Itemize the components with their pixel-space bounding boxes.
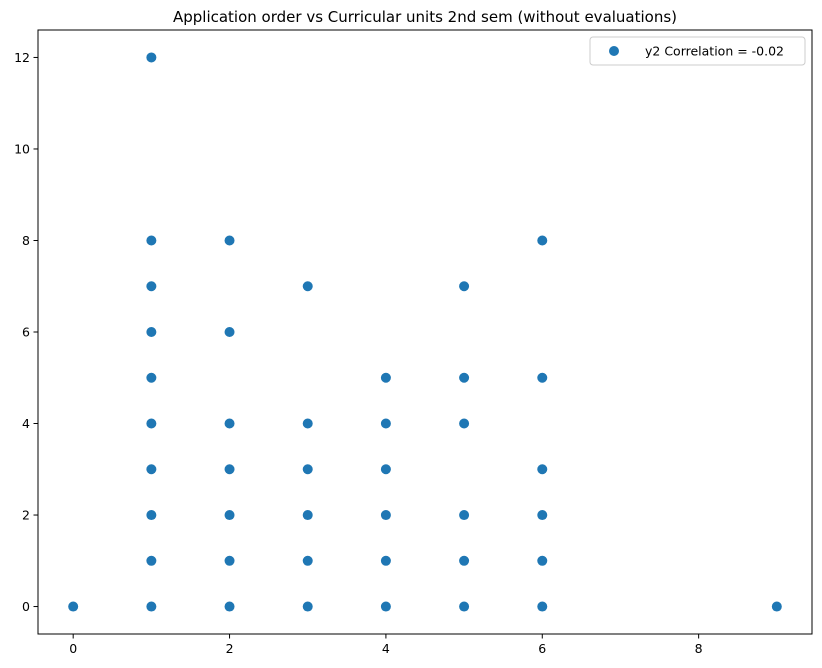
data-point <box>224 327 235 337</box>
data-point <box>146 372 157 383</box>
data-point <box>302 510 313 521</box>
data-point <box>146 327 157 337</box>
data-point <box>537 372 548 383</box>
legend: y2 Correlation = -0.02 <box>589 36 806 66</box>
data-point <box>459 418 470 429</box>
y-tick-label: 4 <box>22 416 30 431</box>
data-points <box>68 52 782 612</box>
data-point <box>146 235 157 246</box>
data-point <box>302 418 313 429</box>
legend-label: y2 Correlation = -0.02 <box>645 44 784 59</box>
data-point <box>146 464 157 475</box>
data-point <box>537 601 548 612</box>
data-point <box>537 235 548 246</box>
y-tick-label: 10 <box>14 141 30 156</box>
y-tick-label: 6 <box>22 325 30 340</box>
x-tick-label: 6 <box>538 641 546 656</box>
data-point <box>771 601 782 612</box>
data-point <box>224 510 235 521</box>
data-point <box>537 555 548 566</box>
data-point <box>459 601 470 612</box>
data-point <box>302 555 313 566</box>
y-tick-label: 0 <box>22 599 30 614</box>
legend-marker <box>609 46 619 56</box>
data-point <box>146 281 157 292</box>
data-point <box>302 281 313 292</box>
x-tick-label: 8 <box>695 641 703 656</box>
data-point <box>224 418 235 429</box>
data-point <box>537 464 548 475</box>
chart-title: Application order vs Curricular units 2n… <box>173 8 677 26</box>
y-tick-label: 12 <box>14 50 30 65</box>
data-point <box>537 510 548 521</box>
data-point <box>459 281 470 292</box>
data-point <box>146 510 157 521</box>
data-point <box>380 464 391 475</box>
data-point <box>224 555 235 566</box>
data-point <box>68 601 79 612</box>
data-point <box>380 601 391 612</box>
legend-box <box>589 36 806 66</box>
data-point <box>459 372 470 383</box>
data-point <box>459 510 470 521</box>
y-tick-label: 8 <box>22 233 30 248</box>
data-point <box>459 555 470 566</box>
data-point <box>146 601 157 612</box>
data-point <box>224 464 235 475</box>
data-point <box>380 418 391 429</box>
data-point <box>224 601 235 612</box>
data-point <box>302 601 313 612</box>
data-point <box>146 52 157 63</box>
y-tick-label: 2 <box>22 508 30 523</box>
data-point <box>302 464 313 475</box>
axes: 0 2 4 6 8 0 2 4 6 8 10 12 <box>14 29 813 656</box>
x-tick-label: 0 <box>69 641 77 656</box>
data-point <box>224 235 235 246</box>
data-point <box>146 418 157 429</box>
data-point <box>146 555 157 566</box>
data-point <box>380 510 391 521</box>
x-tick-label: 4 <box>382 641 390 656</box>
data-point <box>380 555 391 566</box>
x-tick-label: 2 <box>226 641 234 656</box>
data-point <box>380 372 391 383</box>
